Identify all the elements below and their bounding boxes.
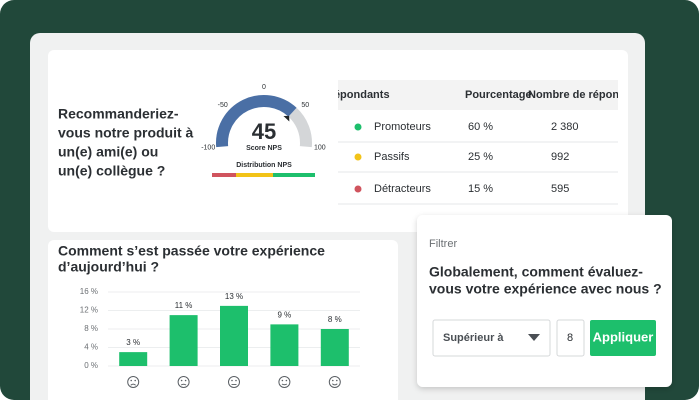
gauge-track [288,107,312,148]
value-label: 13 % [225,292,243,301]
value-label: 8 % [328,315,342,324]
nps-question: un(e) ami(e) ou [58,144,158,160]
input-value[interactable]: 8 [567,332,573,344]
gauge-tick-label: 50 [301,102,309,109]
table-cell: 25 % [468,151,493,163]
table-cell: 595 [551,183,569,195]
status-dot [354,123,362,131]
gauge-caption: Distribution NPS [236,162,292,169]
gauge-score: 45 [252,119,276,144]
gauge-value [216,95,297,148]
select-box[interactable] [432,319,551,357]
face-icon [127,376,140,388]
table-header: Pourcentage [465,89,532,101]
status-dot [354,185,362,193]
face-eye [184,379,187,382]
nps-question: un(e) collègue ? [58,163,165,179]
face-icon [278,376,291,388]
experience-section: Comment s’est passée votre expérienced’a… [58,243,360,388]
number-input[interactable] [556,319,585,357]
face-eye [285,379,288,382]
face-eye [134,379,136,382]
face-icon [228,376,240,388]
distribution-bar [273,173,315,177]
value-label: 11 % [175,301,193,310]
table-cell: 992 [551,151,569,163]
face-mouth [331,383,338,386]
nps-question: Recommanderiez- [58,106,179,122]
table-cell: 15 % [468,183,493,195]
gauge-needle [283,115,290,122]
apply-button[interactable] [590,320,656,356]
face-eye [231,379,233,382]
apply-button-text[interactable]: Appliquer [593,329,654,344]
chart-title: Comment s’est passée votre expérience [58,243,325,259]
table-header-bg [338,80,618,110]
face-eye [332,379,334,382]
table-cell: Détracteurs [374,183,431,195]
table-cell: 60 % [468,121,493,133]
face-eye [130,379,132,382]
face-mouth [130,383,137,386]
value-label: 3 % [126,338,140,347]
filter-label: Filtrer [429,238,457,250]
gauge-tick-label: -50 [218,102,228,109]
face-icon [328,376,341,388]
bar [119,352,148,366]
y-tick-label: 4 % [84,343,98,352]
nps-question: vous notre produit à [58,125,194,141]
gauge-label: Score NPS [246,145,282,152]
distribution-bar [212,173,236,177]
face-mouth [281,383,288,386]
y-tick-label: 8 % [84,324,98,333]
gauge-tick-label: 0 [262,84,266,91]
gauge-tick-label: 100 [314,145,326,152]
filter-question: vous votre expérience avec nous ? [429,281,662,297]
table-cell: Passifs [374,151,410,163]
nps-card [48,50,628,232]
chart-title: d’aujourd’hui ? [58,259,159,275]
face-icon [177,376,190,388]
table-cell: Promoteurs [374,121,431,133]
select-arrow[interactable] [528,334,540,341]
distribution-bar [236,173,273,177]
table-cell: 2 380 [551,121,579,133]
filter-question: Globalement, comment évaluez- [429,264,643,280]
select-text[interactable]: Supérieur à [443,332,504,344]
nps-section: Recommanderiez-vous notre produit à un(e)… [58,84,326,179]
bar [320,329,349,366]
face-eye [180,379,183,382]
y-tick-label: 12 % [80,306,98,315]
bar [270,324,299,366]
bar [169,315,198,366]
gauge-tick-label: -100 [201,145,215,152]
value-label: 9 % [278,310,292,319]
face-eye [336,379,338,382]
face-eye [235,379,237,382]
table-header: Nombre de réponses [528,89,637,101]
bar [220,305,248,366]
face-mouth [180,383,187,386]
table-header: Répondants [326,89,390,101]
y-tick-label: 16 % [80,287,98,296]
status-dot [354,153,362,161]
y-tick-label: 0 % [84,361,98,370]
face-eye [281,379,284,382]
